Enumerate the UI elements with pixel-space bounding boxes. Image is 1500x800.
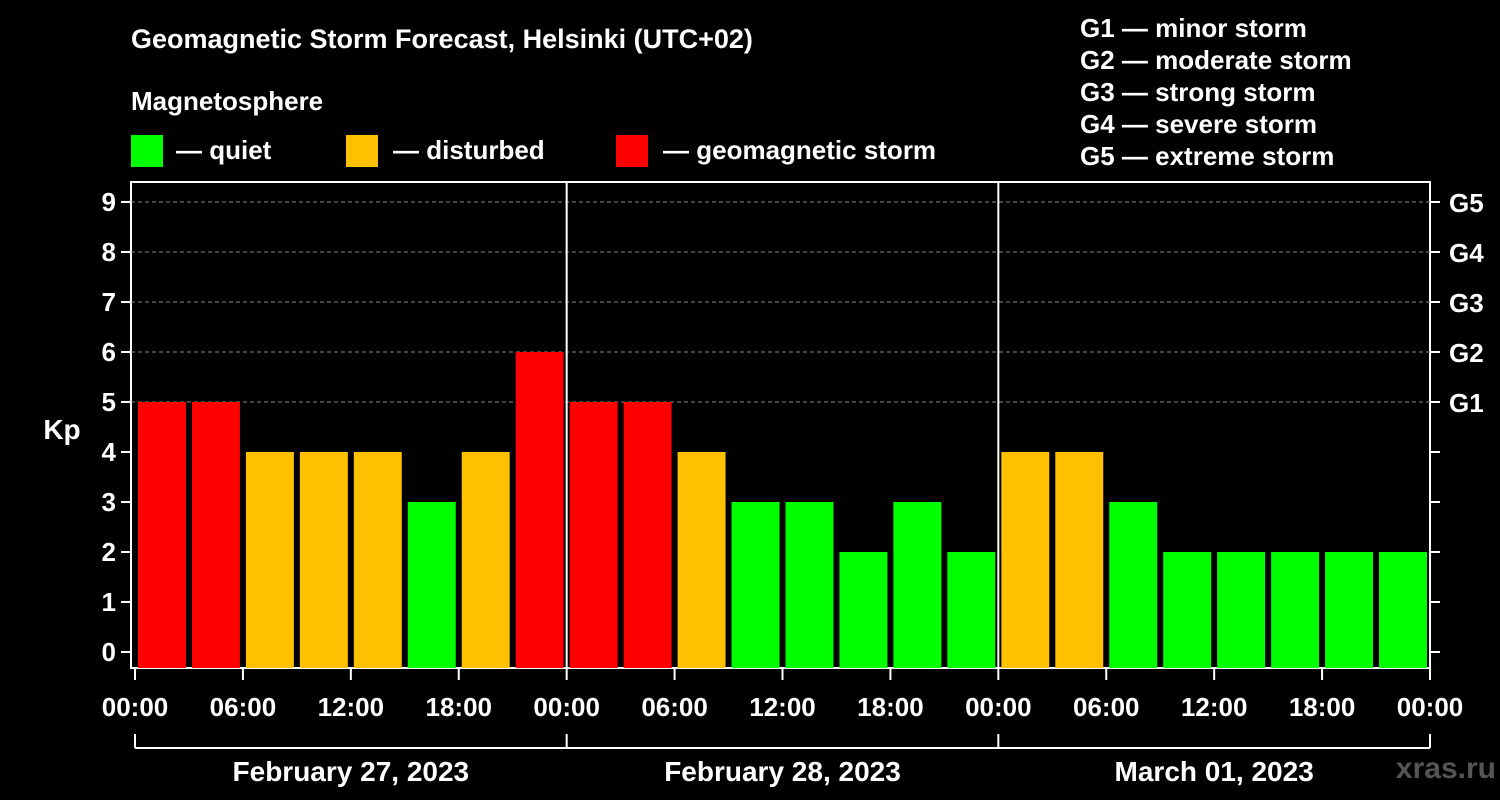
kp-bar (893, 502, 942, 668)
y-tick-label: 7 (102, 287, 116, 317)
day-label: February 27, 2023 (233, 756, 470, 787)
y-tick-label: 1 (102, 587, 116, 617)
kp-bar (1001, 452, 1050, 668)
g-tick-label: G3 (1449, 288, 1484, 318)
kp-bar (461, 452, 510, 668)
g-scale-item: G5 — extreme storm (1080, 141, 1335, 171)
plot-frame (130, 181, 1431, 669)
kp-bar (245, 452, 294, 668)
g-tick-label: G1 (1449, 388, 1484, 418)
legend-label-storm: — geomagnetic storm (663, 135, 937, 165)
x-tick-label: 06:00 (210, 692, 277, 722)
y-tick-label: 3 (102, 487, 116, 517)
y-tick-label: 4 (102, 437, 117, 467)
kp-bar (623, 402, 672, 668)
kp-bar (1271, 552, 1320, 668)
kp-bar (353, 452, 402, 668)
kp-bar (1109, 502, 1158, 668)
y-tick-label: 8 (102, 237, 116, 267)
g-scale-item: G4 — severe storm (1080, 109, 1318, 139)
legend-swatch-quiet (131, 135, 163, 167)
section-label: Magnetosphere (131, 86, 324, 116)
y-axis-label: Kp (43, 414, 80, 445)
kp-bar (947, 552, 996, 668)
g-scale-legend: G1 — minor storm G2 — moderate storm G3 … (1080, 12, 1352, 172)
legend-label-disturbed: — disturbed (393, 135, 545, 165)
day-label: February 28, 2023 (664, 756, 901, 787)
g-tick-label: G2 (1449, 338, 1484, 368)
kp-bar (785, 502, 834, 668)
kp-bar (1217, 552, 1266, 668)
kp-bar (569, 402, 618, 668)
watermark: xras.ru (1395, 752, 1496, 785)
kp-bar (731, 502, 780, 668)
g-scale-item: G2 — moderate storm (1080, 45, 1352, 75)
g-scale-item: G1 — minor storm (1080, 13, 1307, 43)
x-tick-label: 18:00 (426, 692, 493, 722)
x-tick-label: 00:00 (1397, 692, 1464, 722)
kp-bar (839, 552, 888, 668)
kp-bar (1163, 552, 1212, 668)
kp-bar (1379, 552, 1427, 668)
kp-bar (1325, 552, 1374, 668)
x-tick-label: 00:00 (102, 692, 169, 722)
x-tick-label: 18:00 (857, 692, 924, 722)
kp-bar (515, 352, 564, 668)
chart-title: Geomagnetic Storm Forecast, Helsinki (UT… (131, 24, 753, 54)
g-scale-item: G3 — strong storm (1080, 77, 1316, 107)
kp-bar (138, 402, 186, 668)
legend-label-quiet: — quiet (176, 135, 272, 165)
legend-swatch-storm (616, 135, 648, 167)
day-label: March 01, 2023 (1115, 756, 1314, 787)
y-tick-label: 9 (102, 187, 116, 217)
kp-bar (677, 452, 726, 668)
x-tick-label: 12:00 (1181, 692, 1248, 722)
g-tick-label: G4 (1449, 238, 1484, 268)
y-tick-label: 6 (102, 337, 116, 367)
x-tick-label: 06:00 (1073, 692, 1140, 722)
y-tick-label: 2 (102, 537, 116, 567)
g-tick-label: G5 (1449, 188, 1484, 218)
kp-bar (1055, 452, 1104, 668)
y-tick-label: 0 (102, 637, 116, 667)
kp-bar (407, 502, 456, 668)
x-tick-label: 12:00 (749, 692, 816, 722)
kp-bar (299, 452, 348, 668)
kp-bar (191, 402, 240, 668)
x-tick-label: 06:00 (641, 692, 708, 722)
y-tick-label: 5 (102, 387, 116, 417)
x-tick-label: 00:00 (533, 692, 600, 722)
x-tick-label: 18:00 (1289, 692, 1356, 722)
x-tick-label: 12:00 (318, 692, 385, 722)
legend-swatch-disturbed (346, 135, 378, 167)
x-tick-label: 00:00 (965, 692, 1032, 722)
